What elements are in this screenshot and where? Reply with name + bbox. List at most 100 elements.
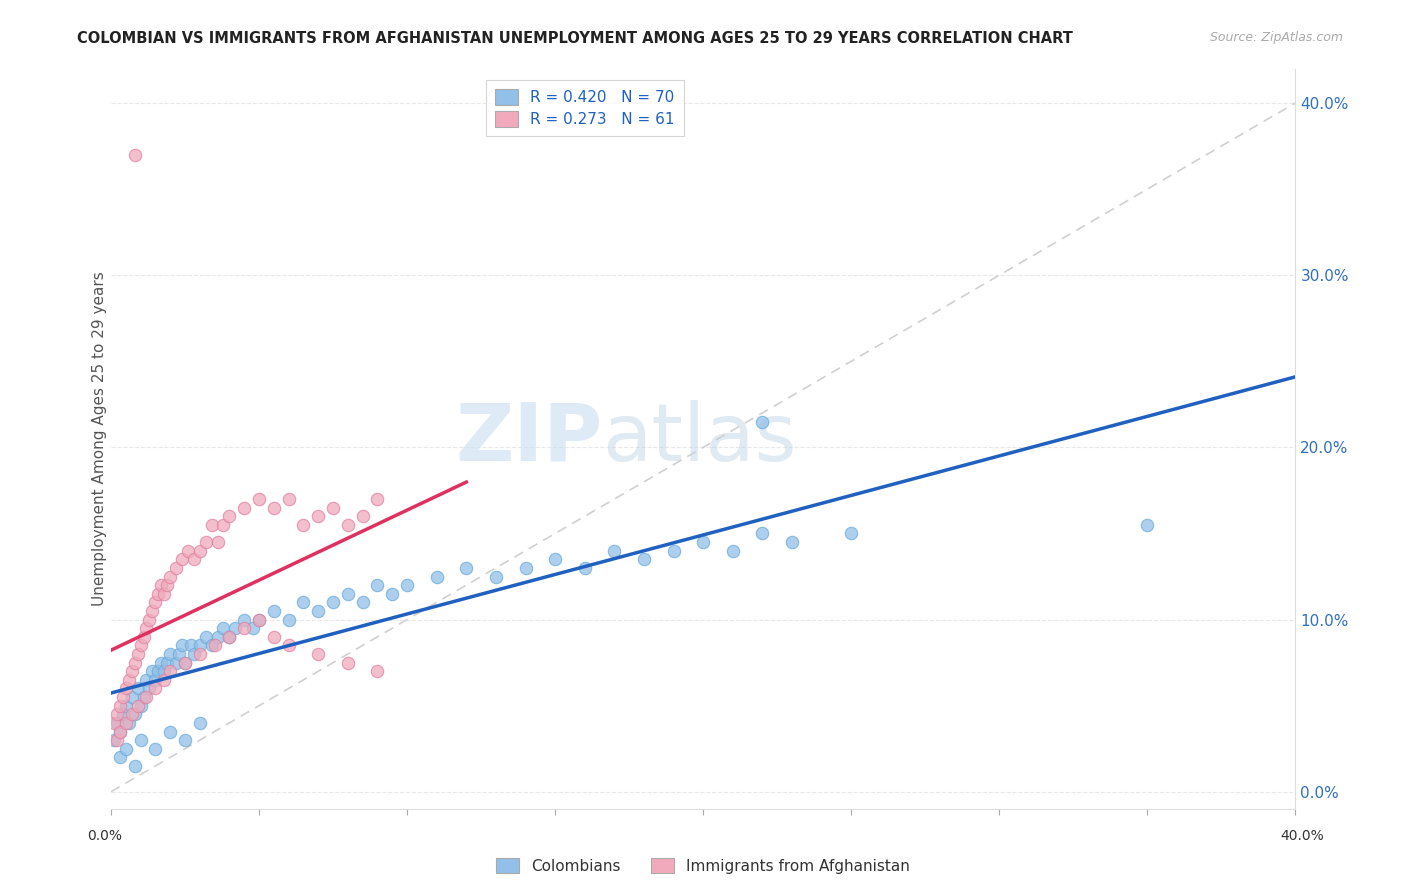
Point xyxy=(124,707,146,722)
Point xyxy=(159,665,181,679)
Point xyxy=(159,569,181,583)
Point xyxy=(277,491,299,506)
Point xyxy=(135,621,157,635)
Point xyxy=(148,587,170,601)
Point xyxy=(114,681,136,696)
Point xyxy=(218,630,240,644)
Point xyxy=(263,604,285,618)
Legend: R = 0.420   N = 70, R = 0.273   N = 61: R = 0.420 N = 70, R = 0.273 N = 61 xyxy=(485,80,683,136)
Point xyxy=(132,630,155,644)
Point xyxy=(121,707,143,722)
Text: Source: ZipAtlas.com: Source: ZipAtlas.com xyxy=(1209,31,1343,45)
Point xyxy=(141,604,163,618)
Point xyxy=(194,630,217,644)
Point xyxy=(165,656,187,670)
Point xyxy=(218,630,240,644)
Point xyxy=(194,535,217,549)
Point xyxy=(111,690,134,704)
Point xyxy=(751,415,773,429)
Point xyxy=(127,647,149,661)
Point xyxy=(188,715,211,730)
Point xyxy=(188,639,211,653)
Point xyxy=(336,587,359,601)
Point xyxy=(207,630,229,644)
Point xyxy=(105,715,128,730)
Point xyxy=(148,665,170,679)
Point xyxy=(138,613,160,627)
Point xyxy=(167,647,190,661)
Point xyxy=(247,491,270,506)
Point xyxy=(188,647,211,661)
Point xyxy=(127,698,149,713)
Point xyxy=(544,552,567,566)
Point xyxy=(277,639,299,653)
Point xyxy=(156,578,179,592)
Point xyxy=(129,733,152,747)
Point xyxy=(336,517,359,532)
Point xyxy=(224,621,246,635)
Point xyxy=(277,613,299,627)
Point xyxy=(118,673,141,687)
Point xyxy=(247,613,270,627)
Legend: Colombians, Immigrants from Afghanistan: Colombians, Immigrants from Afghanistan xyxy=(489,852,917,880)
Point xyxy=(108,750,131,764)
Point xyxy=(307,604,329,618)
Point xyxy=(188,543,211,558)
Text: atlas: atlas xyxy=(603,400,797,478)
Point xyxy=(247,613,270,627)
Point xyxy=(138,681,160,696)
Point xyxy=(426,569,449,583)
Point xyxy=(485,569,508,583)
Point xyxy=(153,673,176,687)
Point xyxy=(174,656,197,670)
Point xyxy=(233,500,256,515)
Point xyxy=(292,595,315,609)
Point xyxy=(322,500,344,515)
Point xyxy=(121,690,143,704)
Point xyxy=(114,698,136,713)
Point xyxy=(212,621,235,635)
Point xyxy=(177,543,200,558)
Point xyxy=(201,639,224,653)
Point xyxy=(307,509,329,524)
Point xyxy=(114,741,136,756)
Point xyxy=(121,665,143,679)
Point xyxy=(124,759,146,773)
Point xyxy=(218,509,240,524)
Text: 0.0%: 0.0% xyxy=(87,830,122,843)
Point xyxy=(105,733,128,747)
Point xyxy=(212,517,235,532)
Point xyxy=(108,698,131,713)
Point xyxy=(207,535,229,549)
Point xyxy=(127,681,149,696)
Point xyxy=(103,733,125,747)
Point xyxy=(352,595,374,609)
Point xyxy=(307,647,329,661)
Point xyxy=(292,517,315,532)
Point xyxy=(322,595,344,609)
Point xyxy=(159,647,181,661)
Point xyxy=(153,665,176,679)
Point xyxy=(108,724,131,739)
Point xyxy=(366,665,388,679)
Y-axis label: Unemployment Among Ages 25 to 29 years: Unemployment Among Ages 25 to 29 years xyxy=(93,271,107,607)
Point xyxy=(515,561,537,575)
Point xyxy=(170,552,193,566)
Point xyxy=(183,552,205,566)
Point xyxy=(159,724,181,739)
Point xyxy=(336,656,359,670)
Point xyxy=(156,656,179,670)
Point xyxy=(721,543,744,558)
Point xyxy=(366,578,388,592)
Point xyxy=(108,724,131,739)
Point xyxy=(381,587,404,601)
Point xyxy=(150,578,173,592)
Point xyxy=(124,656,146,670)
Point xyxy=(366,491,388,506)
Point xyxy=(456,561,478,575)
Point xyxy=(150,656,173,670)
Point xyxy=(780,535,803,549)
Point xyxy=(242,621,264,635)
Point xyxy=(135,673,157,687)
Point xyxy=(132,690,155,704)
